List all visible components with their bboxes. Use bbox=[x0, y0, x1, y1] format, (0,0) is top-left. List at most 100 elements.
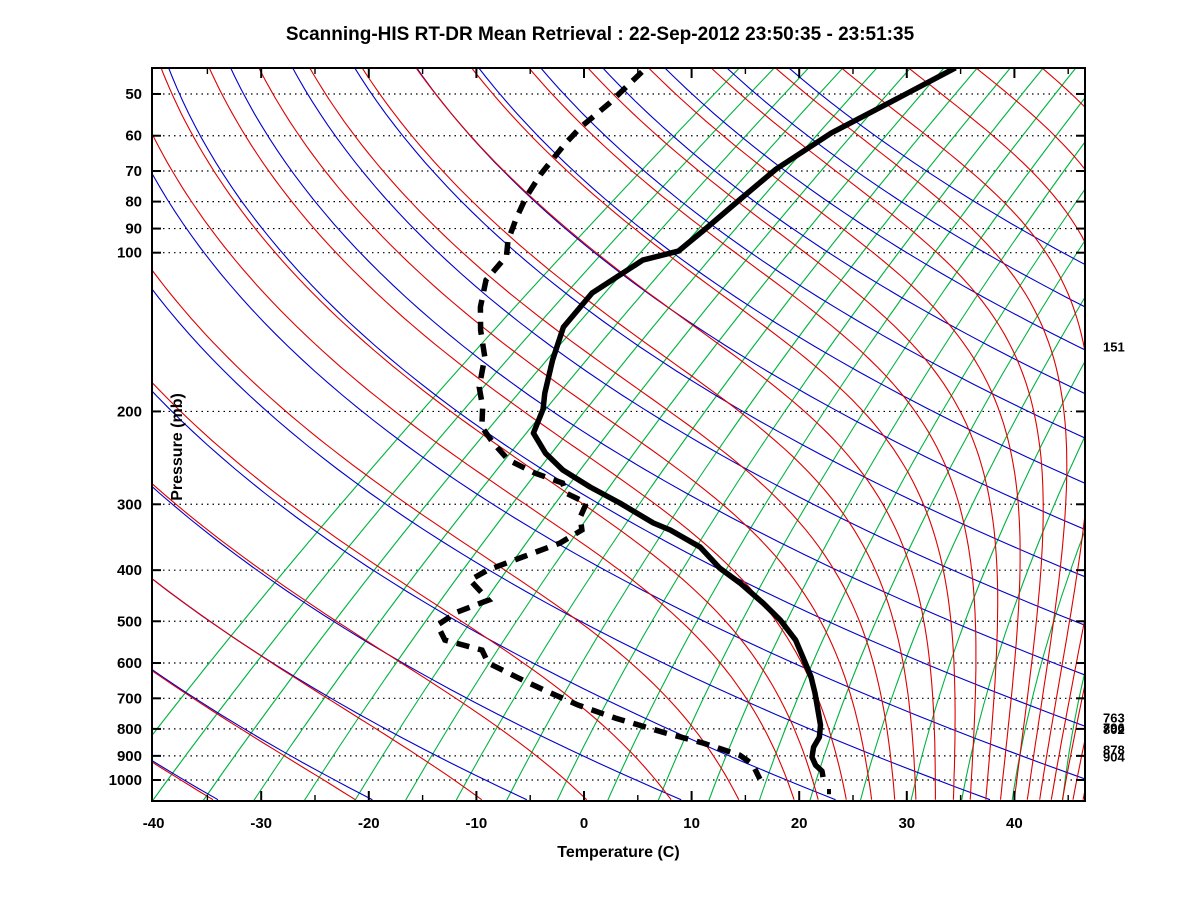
moist-adiabat-line bbox=[710, 68, 1044, 800]
moist-adiabat-line bbox=[152, 761, 214, 801]
moist-adiabat-line bbox=[647, 68, 1021, 800]
right-edge-pressure-label: 878 bbox=[1103, 743, 1125, 758]
dry-adiabat-line bbox=[168, 68, 1085, 727]
mixing-ratio-line bbox=[152, 68, 775, 801]
dry-adiabat-line bbox=[152, 485, 682, 801]
x-axis-label: Temperature (C) bbox=[557, 844, 680, 861]
x-tick-label: 20 bbox=[791, 815, 808, 832]
moist-adiabat-line bbox=[152, 482, 588, 801]
y-tick-label: 80 bbox=[125, 194, 142, 211]
moist-adiabat-line bbox=[471, 68, 956, 800]
mixing-ratio-line bbox=[606, 68, 1077, 801]
y-tick-label: 1000 bbox=[109, 772, 142, 789]
dry-adiabat-line bbox=[416, 68, 1085, 531]
y-axis-label: Pressure (mb) bbox=[169, 393, 186, 501]
right-edge-pressure-label: 763 bbox=[1103, 711, 1125, 726]
mixing-ratio-line bbox=[708, 141, 1085, 801]
moist-adiabat-line bbox=[1101, 65, 1145, 114]
dry-adiabat-line bbox=[152, 759, 219, 801]
moist-adiabat-line bbox=[160, 68, 819, 800]
dewpoint-curve bbox=[433, 69, 763, 781]
chart-title: Scanning-HIS RT-DR Mean Retrieval : 22-S… bbox=[285, 24, 915, 45]
moist-adiabat-line bbox=[152, 381, 672, 801]
y-tick-label: 600 bbox=[117, 655, 142, 672]
moist-adiabat-line bbox=[152, 670, 356, 801]
x-tick-label: -10 bbox=[466, 815, 488, 832]
moist-adiabat-line bbox=[1127, 734, 1143, 799]
mixing-ratio-line bbox=[505, 68, 1012, 801]
dry-adiabat-line bbox=[152, 390, 836, 801]
right-edge-pressure-label: 802 bbox=[1103, 722, 1125, 737]
moist-adiabat-line bbox=[1072, 736, 1085, 800]
moist-adiabat-line bbox=[152, 577, 483, 801]
x-tick-label: 10 bbox=[683, 815, 700, 832]
mixing-ratio-line bbox=[960, 435, 1085, 801]
dry-adiabat-line bbox=[152, 172, 1085, 780]
temperature-curve bbox=[530, 68, 957, 778]
x-tick-label: 30 bbox=[898, 815, 915, 832]
mixing-ratio-line bbox=[152, 68, 741, 737]
dry-adiabat-line bbox=[478, 68, 1085, 484]
mixing-ratio-line bbox=[910, 360, 1085, 801]
mixing-ratio-line bbox=[455, 68, 978, 801]
y-tick-label: 100 bbox=[117, 245, 142, 262]
mixing-ratio-line bbox=[1011, 529, 1085, 801]
moist-adiabat-line bbox=[907, 68, 1085, 800]
dry-adiabat-line bbox=[354, 68, 1085, 578]
x-tick-label: 0 bbox=[580, 815, 588, 832]
y-tick-label: 60 bbox=[125, 128, 142, 145]
dry-adiabat-line bbox=[726, 68, 1085, 308]
dry-adiabat-line bbox=[230, 68, 1085, 676]
axis-box bbox=[151, 67, 1086, 802]
moist-adiabat-line bbox=[152, 132, 795, 800]
y-tick-label: 300 bbox=[117, 496, 142, 513]
plot-area bbox=[152, 65, 1145, 801]
mixing-ratio-line bbox=[758, 188, 1085, 801]
y-tick-label: 500 bbox=[117, 613, 142, 630]
dry-adiabat-line bbox=[540, 68, 1085, 439]
x-tick-label: 40 bbox=[1006, 815, 1023, 832]
moist-adiabat-line bbox=[361, 68, 917, 800]
moist-adiabat-line bbox=[587, 68, 999, 800]
mixing-ratio-line bbox=[657, 96, 1085, 801]
y-tick-label: 400 bbox=[117, 562, 142, 579]
dry-adiabat-line bbox=[788, 68, 1085, 266]
moist-adiabat-line bbox=[258, 68, 873, 800]
mixing-ratio-line bbox=[354, 68, 912, 801]
right-edge-pressure-label: 796 bbox=[1103, 720, 1125, 735]
moist-adiabat-line bbox=[152, 269, 740, 800]
right-edge-pressure-label: 151 bbox=[1103, 340, 1125, 355]
dry-adiabat-line bbox=[664, 68, 1085, 351]
moist-adiabat-line bbox=[975, 68, 1085, 800]
moist-adiabat-line bbox=[1135, 767, 1143, 800]
mixing-ratio-line bbox=[809, 239, 1085, 801]
dry-adiabat-line bbox=[152, 668, 373, 801]
moist-adiabat-line bbox=[840, 68, 1085, 800]
dry-adiabat-line bbox=[152, 288, 991, 801]
moist-adiabat-line bbox=[415, 68, 936, 800]
dry-adiabat-line bbox=[602, 68, 1085, 395]
moist-adiabat-line bbox=[1041, 68, 1085, 109]
y-tick-label: 800 bbox=[117, 721, 142, 738]
mixing-ratio-line bbox=[859, 296, 1085, 801]
moist-adiabat-line bbox=[309, 68, 896, 800]
x-tick-label: -20 bbox=[358, 815, 380, 832]
y-tick-label: 90 bbox=[125, 221, 142, 238]
x-tick-label: -30 bbox=[250, 815, 272, 832]
x-tick-label: -40 bbox=[143, 815, 165, 832]
mixing-ratio-line bbox=[253, 68, 844, 801]
y-tick-label: 900 bbox=[117, 748, 142, 765]
mixing-ratio-line bbox=[303, 68, 878, 801]
moist-adiabat-line bbox=[528, 68, 977, 800]
dry-adiabat-line bbox=[292, 68, 1085, 626]
mixing-ratio-line bbox=[404, 68, 945, 801]
y-tick-label: 200 bbox=[117, 403, 142, 420]
moist-adiabat-line bbox=[774, 68, 1068, 800]
y-tick-label: 700 bbox=[117, 690, 142, 707]
moist-adiabat-line bbox=[1093, 587, 1145, 799]
y-tick-label: 50 bbox=[125, 86, 142, 103]
right-edge-pressure-label: 904 bbox=[1103, 749, 1125, 764]
y-tick-label: 70 bbox=[125, 163, 142, 180]
mixing-ratio-line bbox=[1062, 669, 1085, 801]
